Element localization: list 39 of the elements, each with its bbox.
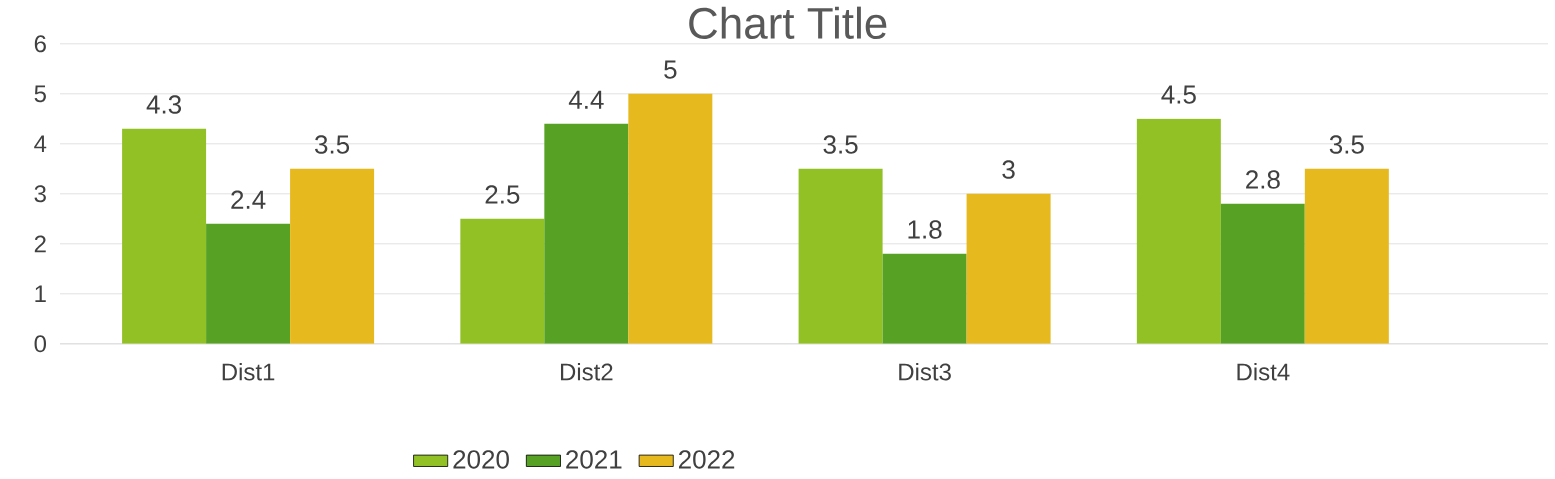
x-tick-label: Dist2: [560, 362, 613, 381]
chart-title: Chart Title: [689, 6, 887, 39]
data-label: 4.3: [146, 95, 182, 114]
bar: [290, 168, 375, 344]
bar: [966, 193, 1051, 344]
bar: [882, 253, 967, 344]
y-tick-label: 6: [34, 35, 46, 53]
y-tick-label: 1: [35, 285, 46, 302]
bar: [206, 223, 291, 344]
x-tick-label: Dist1: [222, 362, 275, 381]
y-tick-label: 4: [34, 135, 47, 152]
bar: [798, 168, 883, 344]
data-label: 4.5: [1161, 85, 1196, 104]
legend-label: 2020: [453, 450, 509, 469]
bar: [460, 218, 545, 344]
y-tick-label: 0: [34, 335, 47, 353]
y-tick-label: 3: [34, 185, 46, 203]
data-label: 3.5: [823, 135, 858, 154]
data-label: 1.8: [908, 220, 942, 239]
bar: [1220, 203, 1305, 344]
data-label: 5: [664, 60, 677, 79]
y-tick-label: 2: [34, 235, 46, 252]
x-tick-label: Dist3: [899, 362, 951, 381]
data-label: 2.4: [231, 190, 266, 209]
bar: [122, 128, 207, 344]
legend-label: 2022: [678, 450, 735, 469]
bar: [628, 93, 713, 344]
bar: [1136, 118, 1221, 344]
y-tick-label: 5: [34, 85, 46, 102]
data-label: 2.5: [485, 185, 520, 204]
bar: [544, 123, 629, 344]
data-label: 2.8: [1246, 170, 1280, 189]
legend-label: 2021: [566, 450, 622, 469]
data-label: 4.4: [568, 90, 604, 109]
x-tick-label: Dist4: [1237, 362, 1290, 381]
data-label: 3.5: [315, 135, 350, 154]
data-label: 3: [1002, 160, 1015, 179]
bar: [1304, 168, 1389, 344]
data-label: 3.5: [1329, 135, 1364, 154]
